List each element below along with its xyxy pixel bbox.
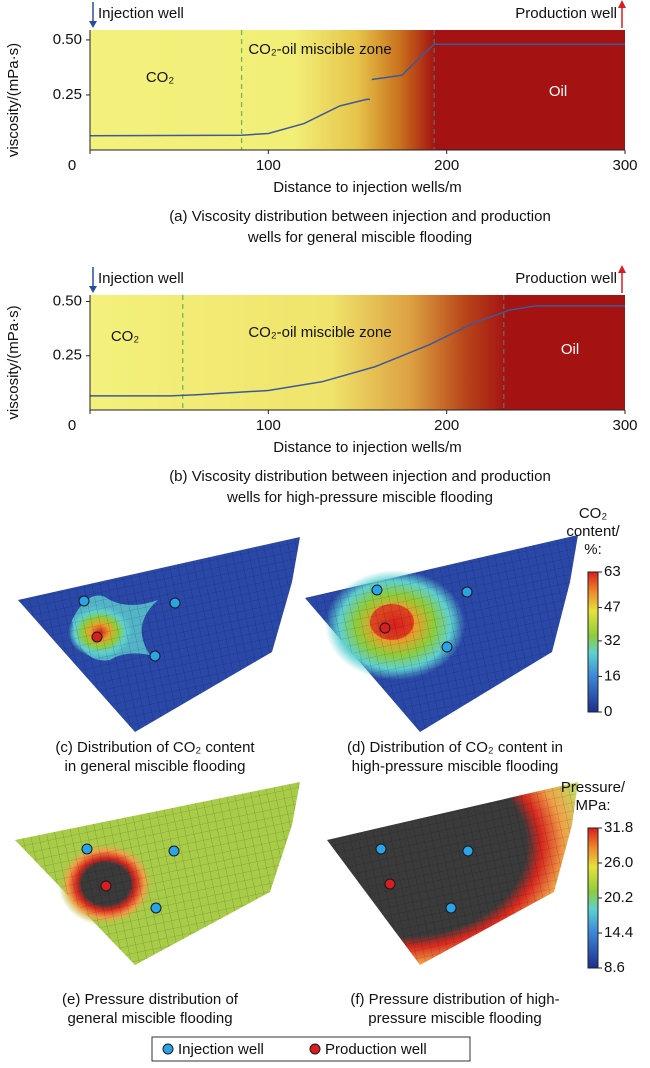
caption: (a) Viscosity distribution between injec…	[169, 208, 551, 225]
x-tick-label: 0	[68, 157, 76, 174]
plot-background	[90, 295, 625, 410]
map-d	[305, 535, 578, 732]
x-tick-label: 300	[612, 157, 637, 174]
map-e	[15, 782, 300, 965]
panel-caption: in general miscible flooding	[65, 758, 246, 775]
arrow-head	[618, 0, 626, 8]
y-tick-label: 0.25	[53, 86, 82, 103]
colorbar-tick-label: 0	[604, 703, 612, 720]
colorbar-tick-label: 26.0	[604, 854, 633, 871]
panel-caption: (f) Pressure distribution of high-	[350, 991, 559, 1008]
y-axis-label: viscosity/(mPa·s)	[5, 305, 22, 419]
legend-label: Production well	[325, 1041, 427, 1058]
colorbar-title: content/	[566, 523, 620, 540]
colorbar-tick-label: 14.4	[604, 924, 633, 941]
y-tick-label: 0.50	[53, 31, 82, 48]
panel-caption: high-pressure miscible flooding	[352, 758, 559, 775]
y-tick-label: 0.50	[53, 292, 82, 309]
x-tick-label: 300	[612, 417, 637, 434]
colorbar-title: MPa:	[575, 797, 610, 814]
map-f	[327, 782, 578, 965]
x-tick-label: 200	[434, 417, 459, 434]
plot-background	[90, 30, 625, 150]
viscosity-line	[90, 305, 625, 397]
colorbar	[587, 827, 599, 969]
x-tick-label: 100	[256, 417, 281, 434]
legend-label: Injection well	[178, 1041, 264, 1058]
annotation: CO₂-oil miscible zone	[248, 41, 391, 58]
colorbar-tick-label: 8.6	[604, 959, 625, 976]
annotation: CO₂-oil miscible zone	[248, 324, 391, 341]
viscosity-line	[89, 43, 625, 137]
y-tick-label: 0.25	[53, 347, 82, 364]
colorbar-tick-label: 31.8	[604, 819, 633, 836]
annotation: CO₂	[146, 69, 175, 86]
caption: wells for general miscible flooding	[247, 229, 472, 246]
panel-caption: (e) Pressure distribution of	[62, 991, 239, 1008]
colorbar-tick-label: 47	[604, 599, 621, 616]
x-axis-label: Distance to injection wells/m	[273, 439, 461, 456]
x-axis-label: Distance to injection wells/m	[273, 179, 461, 196]
x-tick-label: 0	[68, 417, 76, 434]
arrow-head	[618, 265, 626, 273]
annotation: Injection well	[98, 270, 184, 287]
colorbar-title: CO₂	[579, 505, 608, 522]
caption: (b) Viscosity distribution between injec…	[169, 468, 551, 485]
annotation: Injection well	[98, 5, 184, 22]
reservoir-maps	[15, 535, 578, 965]
panel-caption: (d) Distribution of CO₂ content in	[347, 739, 563, 756]
map-c	[18, 537, 300, 732]
colorbar-tick-label: 20.2	[604, 889, 633, 906]
wells	[78, 584, 474, 914]
colorbar-title: Pressure/	[561, 779, 626, 796]
annotation: Oil	[561, 341, 579, 358]
x-tick-label: 100	[256, 157, 281, 174]
colorbar-tick-label: 32	[604, 632, 621, 649]
colorbar-title: %:	[584, 541, 602, 558]
annotation: CO₂	[111, 328, 140, 345]
colorbar-tick-label: 63	[604, 563, 621, 580]
annotation: Production well	[515, 5, 617, 22]
panel-caption: pressure miscible flooding	[368, 1010, 541, 1027]
panel-caption: general miscible flooding	[67, 1010, 232, 1027]
x-tick-label: 200	[434, 157, 459, 174]
y-axis-label: viscosity/(mPa·s)	[5, 43, 22, 157]
colorbar	[587, 571, 599, 713]
colorbar-tick-label: 16	[604, 667, 621, 684]
legend: Injection well Production well	[151, 1036, 471, 1062]
annotation: Oil	[549, 83, 567, 100]
caption: wells for high-pressure miscible floodin…	[226, 489, 493, 506]
panel-caption: (c) Distribution of CO₂ content	[55, 739, 255, 756]
arrow-head	[89, 286, 97, 293]
arrow-head	[89, 21, 97, 28]
annotation: Production well	[515, 270, 617, 287]
